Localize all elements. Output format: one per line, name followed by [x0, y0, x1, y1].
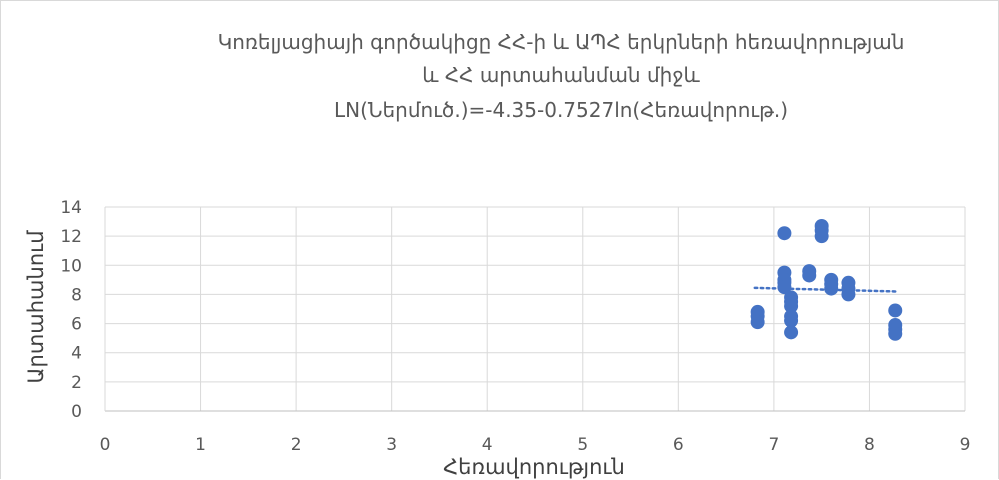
x-tick-label: 3 — [386, 435, 397, 455]
y-tick-label: 2 — [71, 373, 82, 393]
data-point — [777, 280, 792, 295]
y-tick-label: 10 — [60, 256, 82, 276]
y-tick-label: 14 — [60, 198, 82, 218]
x-tick-label: 9 — [960, 435, 971, 455]
x-tick-label: 0 — [100, 435, 111, 455]
x-tick-label: 6 — [673, 435, 684, 455]
gridlines — [105, 206, 966, 411]
chart-title-line-2: և ՀՀ արտահանման միջև — [422, 63, 700, 87]
x-tick-label: 4 — [482, 435, 493, 455]
data-point — [784, 325, 799, 340]
data-point — [888, 303, 903, 318]
data-point — [824, 281, 839, 296]
x-tick-label: 2 — [291, 435, 302, 455]
data-point — [784, 313, 799, 328]
data-point — [784, 299, 799, 314]
y-tick-label: 4 — [71, 344, 82, 364]
chart-title-line-3: LN(Ներմուծ.)=-4.35-0.7527ln(Հեռավորութ.) — [334, 98, 788, 122]
data-point — [777, 226, 792, 241]
x-tick-labels: 0 1 2 3 4 5 6 7 8 9 — [100, 435, 971, 455]
x-tick-label: 1 — [195, 435, 206, 455]
y-tick-label: 12 — [60, 227, 82, 247]
axes — [104, 207, 965, 412]
y-tick-labels: 0 2 4 6 8 10 12 14 — [60, 198, 82, 422]
y-tick-label: 6 — [71, 315, 82, 335]
data-point — [841, 287, 856, 302]
x-tick-label: 8 — [864, 435, 875, 455]
data-points — [750, 218, 903, 341]
data-point — [750, 315, 765, 330]
chart-title: Կոռելյացիայի գործակիցը ՀՀ-ի և ԱՊՀ երկրնե… — [218, 30, 905, 122]
data-point — [888, 326, 903, 341]
chart-title-line-1: Կոռելյացիայի գործակիցը ՀՀ-ի և ԱՊՀ երկրնե… — [218, 30, 905, 54]
y-axis-label: Արտահանում — [24, 230, 48, 384]
y-tick-label: 0 — [71, 402, 82, 422]
x-tick-label: 5 — [577, 435, 588, 455]
x-tick-label: 7 — [768, 435, 779, 455]
data-point — [814, 229, 829, 244]
y-tick-label: 8 — [71, 285, 82, 305]
data-point — [802, 268, 817, 283]
x-axis-label: Հեռավորություն — [443, 455, 625, 479]
